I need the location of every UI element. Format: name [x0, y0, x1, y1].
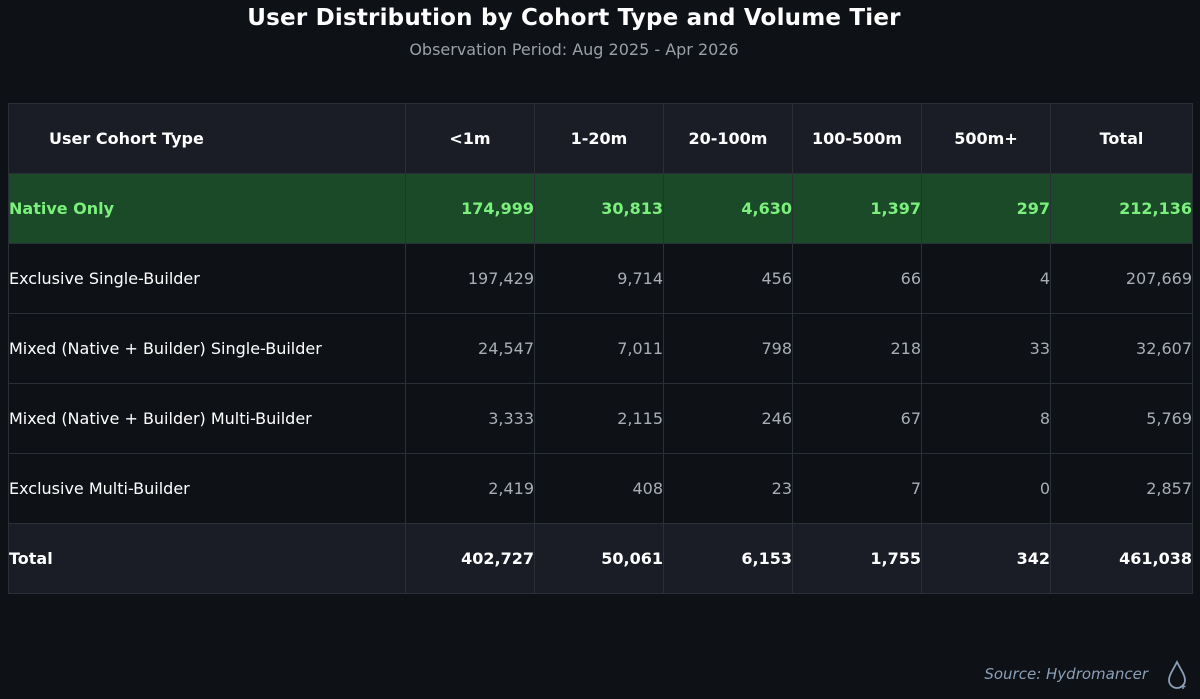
- table-row: Exclusive Multi-Builder 2,419 408 23 7 0 2,857: [8, 453, 1193, 524]
- header-total: Total: [1050, 103, 1193, 174]
- row-label: Mixed (Native + Builder) Single-Builder: [8, 313, 406, 384]
- table-cell: 0: [921, 453, 1051, 524]
- table-cell: 456: [663, 243, 793, 314]
- table-cell: 23: [663, 453, 793, 524]
- table-cell: 798: [663, 313, 793, 384]
- table-header-row: User Cohort Type <1m 1-20m 20-100m 100-5…: [8, 103, 1193, 174]
- table-cell: 1,755: [792, 523, 922, 594]
- table-cell: 2,419: [405, 453, 535, 524]
- table-cell: 32,607: [1050, 313, 1193, 384]
- table-cell: 207,669: [1050, 243, 1193, 314]
- header-tier-1-20m: 1-20m: [534, 103, 664, 174]
- table-cell: 4: [921, 243, 1051, 314]
- table-cell: 2,115: [534, 383, 664, 454]
- table-cell: 408: [534, 453, 664, 524]
- table-cell: 7: [792, 453, 922, 524]
- source-note: Source: Hydromancer: [984, 665, 1148, 683]
- header-cohort-type: User Cohort Type: [8, 103, 406, 174]
- distribution-table: User Cohort Type <1m 1-20m 20-100m 100-5…: [8, 103, 1193, 594]
- table-cell: 246: [663, 383, 793, 454]
- header-tier-lt1m: <1m: [405, 103, 535, 174]
- table-cell: 174,999: [405, 173, 535, 244]
- table-cell: 66: [792, 243, 922, 314]
- row-label: Total: [8, 523, 406, 594]
- hydromancer-droplet-icon: [1168, 660, 1186, 689]
- header-tier-20-100m: 20-100m: [663, 103, 793, 174]
- table-cell: 2,857: [1050, 453, 1193, 524]
- table-cell: 24,547: [405, 313, 535, 384]
- table-cell: 342: [921, 523, 1051, 594]
- table-cell: 50,061: [534, 523, 664, 594]
- row-label: Native Only: [8, 173, 406, 244]
- table-cell: 461,038: [1050, 523, 1193, 594]
- table-body: Native Only 174,999 30,813 4,630 1,397 297 212…: [8, 173, 1193, 594]
- table-cell: 402,727: [405, 523, 535, 594]
- table-total-row: Total 402,727 50,061 6,153 1,755 342 461,038: [8, 523, 1193, 594]
- table-cell: 4,630: [663, 173, 793, 244]
- table-cell: 7,011: [534, 313, 664, 384]
- chart-subtitle: Observation Period: Aug 2025 - Apr 2026: [409, 40, 739, 59]
- table-cell: 1,397: [792, 173, 922, 244]
- table-cell: 5,769: [1050, 383, 1193, 454]
- table-cell: 3,333: [405, 383, 535, 454]
- row-label: Exclusive Multi-Builder: [8, 453, 406, 524]
- table-cell: 6,153: [663, 523, 793, 594]
- table-cell: 33: [921, 313, 1051, 384]
- table-cell: 218: [792, 313, 922, 384]
- row-label: Mixed (Native + Builder) Multi-Builder: [8, 383, 406, 454]
- chart-title: User Distribution by Cohort Type and Vol…: [247, 5, 901, 31]
- table-cell: 212,136: [1050, 173, 1193, 244]
- table-row: Exclusive Single-Builder 197,429 9,714 456 6…: [8, 243, 1193, 314]
- table-cell: 30,813: [534, 173, 664, 244]
- table-cell: 8: [921, 383, 1051, 454]
- table-cell: 9,714: [534, 243, 664, 314]
- table-cell: 67: [792, 383, 922, 454]
- table-row: Mixed (Native + Builder) Multi-Builder 3,…: [8, 383, 1193, 454]
- header-tier-100-500m: 100-500m: [792, 103, 922, 174]
- table-row: Mixed (Native + Builder) Single-Builder 2…: [8, 313, 1193, 384]
- table-cell: 297: [921, 173, 1051, 244]
- header-tier-500m-plus: 500m+: [921, 103, 1051, 174]
- table-cell: 197,429: [405, 243, 535, 314]
- table-row: Native Only 174,999 30,813 4,630 1,397 297 212…: [8, 173, 1193, 244]
- row-label: Exclusive Single-Builder: [8, 243, 406, 314]
